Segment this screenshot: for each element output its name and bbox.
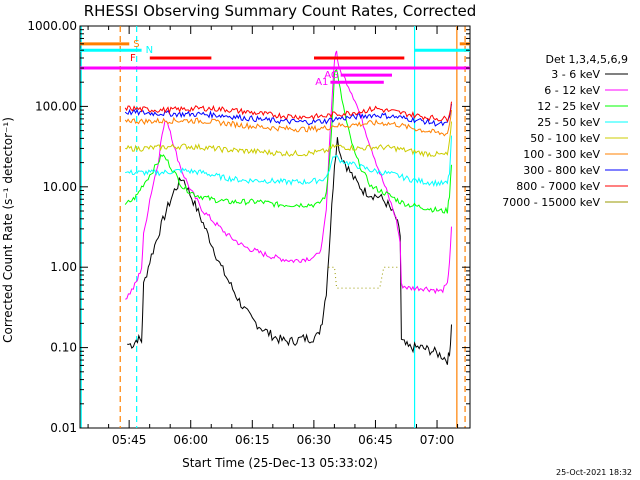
chart-title: RHESSI Observing Summary Count Rates, Co… [84,2,477,20]
series-line-3 [124,69,452,214]
flag-label-2: F [130,53,136,64]
series-line-2 [125,50,452,300]
y-tick-label: 1.00 [50,260,77,274]
series-line-5 [125,121,452,158]
x-tick-label: 06:00 [173,433,208,447]
y-tick-label: 10.00 [43,180,77,194]
legend-label-8: 800 - 7000 keV [516,180,600,193]
series-line-6 [124,110,452,137]
x-tick-label: 06:15 [235,433,270,447]
series-line-1 [127,137,452,365]
x-tick-label: 06:30 [297,433,332,447]
x-tick-label: 05:45 [112,433,147,447]
legend-label-6: 100 - 300 keV [523,148,600,161]
y-axis: 0.01 0.10 1.00 10.00 100.00 1000.00 [27,19,470,435]
legend-label-4: 25 - 50 keV [537,116,600,129]
legend-label-5: 50 - 100 keV [530,132,600,145]
x-tick-label: 06:45 [358,433,393,447]
series-line-9 [328,266,401,289]
legend-label-3: 12 - 25 keV [537,100,600,113]
x-axis-label: Start Time (25-Dec-13 05:33:02) [182,456,378,470]
legend-title: Det 1,3,4,5,6,9 [545,53,628,66]
series-line-7 [124,103,452,127]
legend-label-9: 7000 - 15000 keV [502,196,600,209]
series-line-8 [124,101,452,123]
x-axis: 05:45 06:00 06:15 06:30 06:45 07:00 [87,26,459,447]
y-tick-label: 0.01 [50,421,77,435]
flag-label-5: A1 [315,77,328,88]
series-line-4 [125,135,452,188]
y-tick-label: 100.00 [35,99,77,113]
flag-label-0: S [133,39,139,50]
y-tick-label: 1000.00 [27,19,77,33]
legend-label-2: 6 - 12 keV [544,84,600,97]
flag-label-1: N [146,45,153,56]
flag-label-4: AG [324,70,338,81]
timestamp: 25-Oct-2021 18:32 [556,468,632,477]
legend-label-7: 300 - 800 keV [523,164,600,177]
y-tick-label: 0.10 [50,341,77,355]
legend: Det 1,3,4,5,6,9 3 - 6 keV 6 - 12 keV 12 - … [502,53,628,209]
legend-label-1: 3 - 6 keV [551,68,600,81]
y-axis-label: Corrected Count Rate (s⁻¹ detector⁻¹) [1,117,15,343]
plot-frame [79,25,471,429]
x-tick-label: 07:00 [420,433,455,447]
